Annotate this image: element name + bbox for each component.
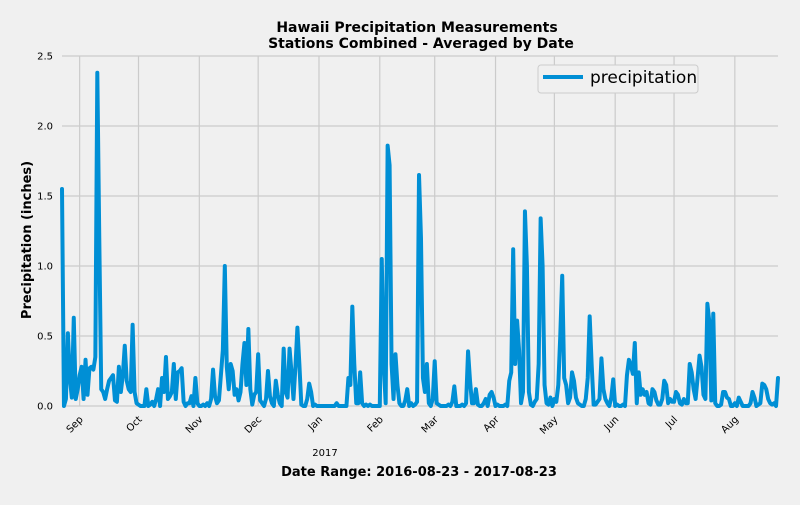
legend-label: precipitation — [590, 68, 697, 88]
x-tick-label: Aug — [719, 414, 741, 436]
y-tick-label: 1.0 — [37, 262, 53, 273]
x-tick-label: Dec — [243, 414, 264, 435]
x-tick-label: Jul — [663, 414, 680, 431]
x-tick-label: May — [538, 414, 560, 436]
y-tick-labels: 0.0 0.5 1.0 1.5 2.0 2.5 — [37, 52, 53, 413]
x-tick-label: Oct — [125, 414, 145, 434]
chart-subtitle: Stations Combined - Averaged by Date — [268, 36, 574, 52]
y-tick-label: 2.0 — [37, 122, 53, 133]
legend: precipitation — [538, 65, 698, 93]
chart-title: Hawaii Precipitation Measurements — [276, 20, 557, 36]
x-tick-labels: Sep Oct Nov Dec Jan 2017 Feb Mar Apr May Jun Jul Aug — [65, 414, 741, 459]
x-tick-label: Feb — [366, 414, 386, 434]
y-tick-label: 2.5 — [37, 52, 53, 63]
x-tick-label: Mar — [420, 414, 442, 436]
y-axis-label: Precipitation (inches) — [20, 161, 35, 319]
x-axis-label: Date Range: 2016-08-23 - 2017-08-23 — [281, 465, 557, 480]
x-tick-label: Sep — [65, 414, 86, 435]
x-tick-label: Jan — [306, 414, 325, 433]
x-tick-label: Nov — [184, 414, 206, 436]
y-tick-label: 0.0 — [37, 402, 53, 413]
x-tick-label: Jun — [602, 414, 622, 434]
x-tick-year-label: 2017 — [312, 448, 337, 459]
x-tick-label: Apr — [482, 414, 503, 435]
y-tick-label: 1.5 — [37, 192, 53, 203]
y-tick-label: 0.5 — [37, 332, 53, 343]
